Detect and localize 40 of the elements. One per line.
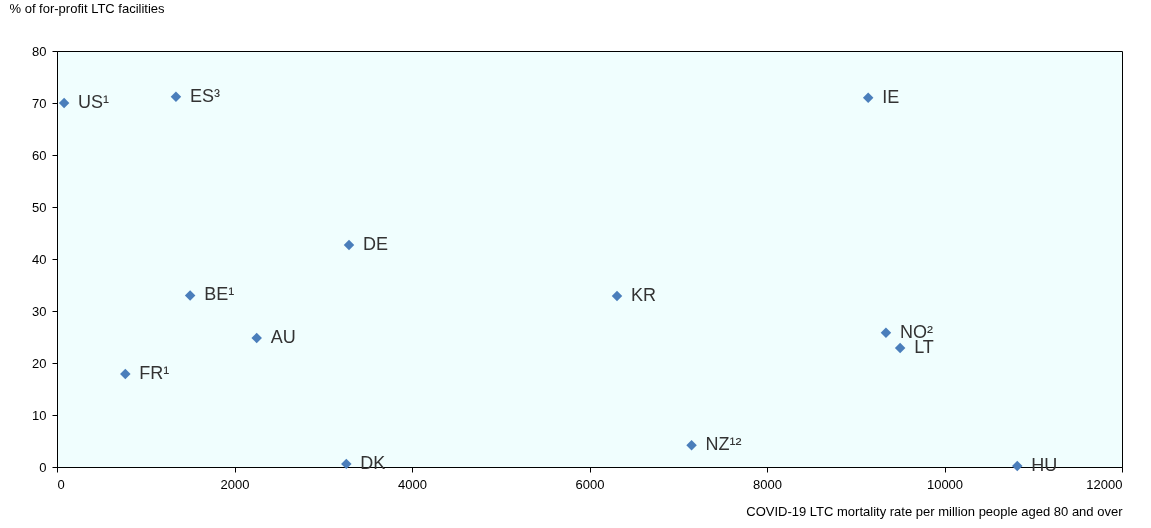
x-axis-title: COVID-19 LTC mortality rate per million people aged 80 and over [746, 503, 1124, 519]
y-tick-label: 20 [32, 355, 47, 371]
x-tick-label: 0 [57, 476, 65, 492]
annotation: IE [882, 86, 900, 107]
annotation: DE [362, 233, 388, 254]
point [862, 92, 874, 104]
point [120, 368, 131, 380]
y-tick-label: 10 [32, 407, 47, 423]
y-tick-label: 0 [39, 459, 47, 475]
y-tick-label: 60 [32, 147, 47, 163]
annotation: KR [631, 284, 657, 305]
y-tick-label: 50 [32, 199, 47, 215]
annotation: ES³ [189, 85, 220, 106]
annotation: US¹ [78, 92, 110, 112]
x-tick-label: 4000 [398, 476, 427, 492]
point [894, 342, 906, 354]
point [880, 327, 892, 339]
x-tick-label: 12000 [1086, 476, 1123, 492]
x-tick-label: 6000 [575, 476, 605, 492]
annotation: NZ¹² [705, 434, 742, 455]
y-tick-label: 30 [32, 303, 47, 319]
point [686, 439, 697, 451]
point [251, 332, 262, 344]
y-tick-label: 80 [32, 43, 47, 59]
x-tick-label: 8000 [753, 476, 782, 492]
point [184, 290, 196, 301]
annotation: FR¹ [139, 362, 170, 383]
x-tick-label: 10000 [926, 476, 964, 492]
point [343, 239, 355, 251]
y-tick-label: 40 [32, 251, 47, 267]
point [58, 97, 70, 109]
annotation: BE¹ [204, 284, 235, 305]
annotation: AU [270, 327, 296, 348]
x-tick-label: 2000 [220, 476, 250, 492]
point [341, 458, 352, 470]
point [611, 290, 623, 302]
point [170, 91, 182, 102]
y-axis-title: % of for-profit LTC facilities [9, 0, 166, 16]
y-tick-label: 70 [32, 95, 47, 111]
point [1012, 460, 1023, 472]
